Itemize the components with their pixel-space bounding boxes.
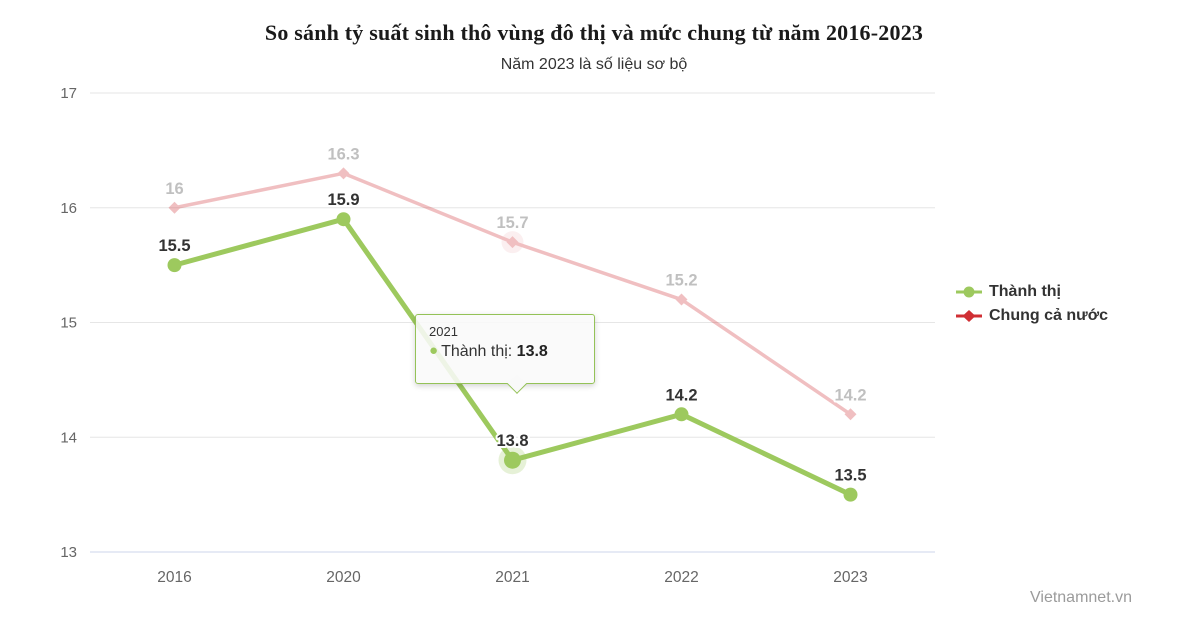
chart-title: So sánh tỷ suất sinh thô vùng đô thị và … (264, 20, 924, 45)
data-label: 16 (165, 180, 183, 198)
data-point-marker[interactable] (675, 293, 688, 306)
data-label: 14.2 (665, 386, 697, 404)
tooltip-value: 13.8 (516, 343, 548, 360)
data-label: 13.8 (496, 432, 528, 450)
x-axis-tick-label: 2020 (326, 569, 361, 586)
x-axis-tick-label: 2023 (833, 569, 867, 586)
legend-item-chung-ca-nuoc[interactable]: Chung cả nước (956, 305, 1108, 326)
data-point-marker[interactable] (337, 167, 350, 180)
tooltip: 2021 ● Thành thị: 13.8 (415, 314, 595, 384)
y-axis-tick-label: 17 (60, 85, 77, 102)
data-label: 15.7 (496, 214, 528, 232)
data-point-marker[interactable] (506, 236, 519, 249)
data-label: 15.2 (665, 272, 697, 290)
hover-halo (501, 231, 524, 254)
legend-item-thanh-thi[interactable]: Thành thị (956, 281, 1108, 302)
tooltip-category: 2021 (429, 324, 458, 339)
x-axis-tick-label: 2022 (664, 569, 698, 586)
data-point-marker[interactable] (336, 212, 351, 227)
data-label: 15.9 (327, 191, 359, 209)
y-axis-tick-label: 16 (60, 200, 77, 217)
x-axis-tick-label: 2021 (495, 569, 529, 586)
y-axis-tick-label: 13 (60, 544, 77, 561)
y-axis-tick-label: 14 (60, 429, 77, 446)
data-point-marker[interactable] (167, 258, 182, 273)
data-point-marker[interactable] (168, 201, 181, 214)
chart-subtitle: Năm 2023 là số liệu sơ bộ (500, 56, 688, 73)
data-label: 13.5 (834, 467, 866, 485)
data-point-marker[interactable] (844, 408, 857, 421)
data-label: 16.3 (327, 145, 359, 163)
x-axis-tick-label: 2016 (157, 569, 191, 586)
tooltip-series-label: Thành thị (441, 343, 508, 360)
legend-marker-diamond-icon (956, 309, 982, 323)
series-bullet-icon: ● (429, 342, 439, 359)
legend: Thành thị Chung cả nước (956, 281, 1108, 326)
y-axis-tick-label: 15 (60, 315, 77, 332)
series-line (172, 171, 853, 417)
data-label: 14.2 (834, 386, 866, 404)
watermark: Vietnamnet.vn (1030, 589, 1132, 606)
tooltip-body: ● Thành thị: 13.8 (429, 342, 548, 360)
legend-marker-circle-icon (956, 285, 982, 299)
series-dimmed: 16 16.3 15.7 15.2 14.2 (163, 143, 869, 421)
data-label: 15.5 (158, 237, 190, 255)
legend-label: Thành thị (989, 283, 1061, 300)
legend-label: Chung cả nước (989, 307, 1108, 324)
data-point-marker[interactable] (504, 451, 521, 469)
data-point-marker[interactable] (674, 407, 689, 422)
series-active: 15.5 15.9 13.8 14.2 13.5 (156, 189, 869, 502)
data-point-marker[interactable] (843, 487, 858, 502)
